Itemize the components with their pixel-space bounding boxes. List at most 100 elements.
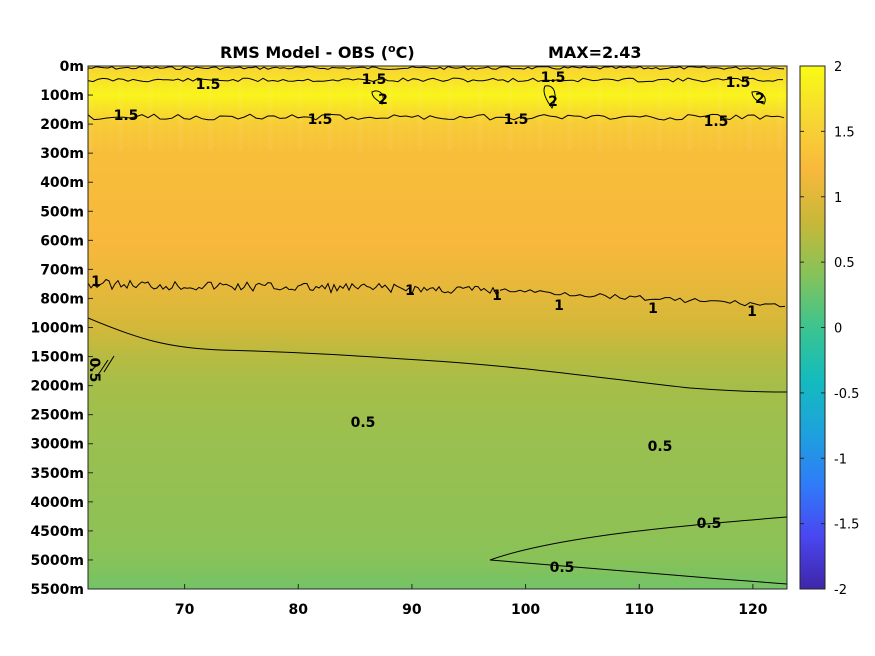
field-texture xyxy=(338,78,343,151)
contour-label: 1 xyxy=(91,274,101,290)
field-texture xyxy=(447,78,453,151)
field-texture xyxy=(168,78,173,151)
field-texture xyxy=(438,78,443,151)
contour-label: 1 xyxy=(405,283,415,299)
field-texture xyxy=(188,78,193,151)
contour-label: 0.5 xyxy=(351,415,376,431)
degree-superscript: o xyxy=(388,42,396,55)
contour-line xyxy=(751,91,766,105)
field-texture xyxy=(597,78,603,151)
x-tick-label: 110 xyxy=(625,602,654,618)
field-texture xyxy=(368,78,373,151)
field-texture xyxy=(657,78,663,151)
y-tick-label: 2000m xyxy=(30,379,84,395)
field-texture xyxy=(487,78,492,151)
field-texture xyxy=(497,78,502,151)
y-tick-label: 2500m xyxy=(30,408,84,424)
contour-label: 1 xyxy=(554,298,564,314)
title-unit: oC xyxy=(388,42,407,62)
colorbar-axis: 2 1.5 1 0.5 0 -0.5 -1 -1.5 -2 xyxy=(800,60,859,598)
field-texture xyxy=(417,78,423,151)
field-texture xyxy=(228,78,233,151)
chart-title: RMS Model - OBS (oC) xyxy=(220,42,415,62)
y-tick-label: 5500m xyxy=(30,582,84,598)
contour-label: 1.5 xyxy=(704,114,729,130)
y-tick-label: 1500m xyxy=(30,350,84,366)
x-tick-label: 70 xyxy=(175,602,195,618)
x-tick-label: 90 xyxy=(402,602,422,618)
field-texture xyxy=(557,78,562,151)
colorbar-tick-label: -0.5 xyxy=(834,387,859,402)
field-texture xyxy=(617,78,622,151)
x-tick-label: 80 xyxy=(289,602,309,618)
y-tick-label: 300m xyxy=(40,146,84,162)
y-axis: 0m 100m 200m 300m 400m 500m 600m 700m 800m 1000m 1… xyxy=(30,59,93,598)
contour-label: 1.5 xyxy=(114,108,139,124)
y-tick-label: 200m xyxy=(40,117,84,133)
y-tick-label: 800m xyxy=(40,291,84,307)
contour-label: 1.5 xyxy=(362,72,387,88)
field-texture xyxy=(98,78,103,151)
colorbar-tick-label: 1.5 xyxy=(834,125,855,140)
y-tick-label: 400m xyxy=(40,175,84,191)
contour-label: 0.5 xyxy=(697,516,722,532)
field-texture xyxy=(158,78,163,151)
contour-line xyxy=(88,113,785,121)
contour-line xyxy=(499,288,786,308)
heatmap-fill xyxy=(88,66,787,589)
field-texture xyxy=(667,78,672,151)
chart-max-label: MAX=2.43 xyxy=(548,43,642,62)
contour-label: 0.5 xyxy=(648,439,673,455)
field-texture xyxy=(428,78,433,151)
field-texture xyxy=(117,78,123,151)
heatmap-field xyxy=(88,66,787,589)
field-texture xyxy=(717,78,723,151)
contour-line xyxy=(543,85,556,109)
colorbar-tick-label: 0.5 xyxy=(834,256,855,271)
field-texture xyxy=(577,78,582,151)
field-texture xyxy=(747,78,753,151)
contour-line xyxy=(489,516,787,585)
contour-label: 1 xyxy=(648,301,658,317)
field-texture xyxy=(408,78,413,151)
field-texture xyxy=(278,78,283,151)
field-texture xyxy=(477,78,483,151)
x-tick-label: 100 xyxy=(511,602,540,618)
y-tick-label: 700m xyxy=(40,262,84,278)
contour-line xyxy=(88,66,785,71)
field-texture xyxy=(378,78,383,151)
contour-label: 0.5 xyxy=(550,560,575,576)
contour-label: 0.5 xyxy=(86,358,102,383)
contour-label: 2 xyxy=(548,94,558,110)
colorbar-tick-label: 2 xyxy=(834,60,842,75)
contour-label: 1 xyxy=(492,288,502,304)
field-texture xyxy=(547,78,552,151)
contour-label: 2 xyxy=(755,91,765,107)
contour-label: 2 xyxy=(378,92,388,108)
x-axis: 70 80 90 100 110 120 xyxy=(175,584,768,618)
field-texture xyxy=(258,78,263,151)
field-texture xyxy=(627,78,633,151)
contour-label: 1.5 xyxy=(308,112,333,128)
contour-label: 1.5 xyxy=(726,75,751,91)
y-tick-label: 100m xyxy=(40,88,84,104)
field-texture xyxy=(357,78,363,151)
field-texture xyxy=(348,78,353,151)
field-texture xyxy=(88,78,93,151)
contour-label: 1.5 xyxy=(541,70,566,86)
contour-label: 1 xyxy=(747,304,757,320)
colorbar-tick-label: -2 xyxy=(834,583,847,598)
field-texture xyxy=(507,78,513,151)
field-texture xyxy=(147,78,153,151)
contour-line xyxy=(91,355,115,376)
field-texture xyxy=(177,78,183,151)
field-texture xyxy=(587,78,592,151)
field-texture xyxy=(757,78,762,151)
field-texture xyxy=(237,78,243,151)
field-texture xyxy=(297,78,303,151)
field-texture xyxy=(767,78,772,151)
field-texture xyxy=(398,78,403,151)
field-texture xyxy=(697,78,702,151)
y-tick-label: 600m xyxy=(40,233,84,249)
field-texture xyxy=(467,78,472,151)
